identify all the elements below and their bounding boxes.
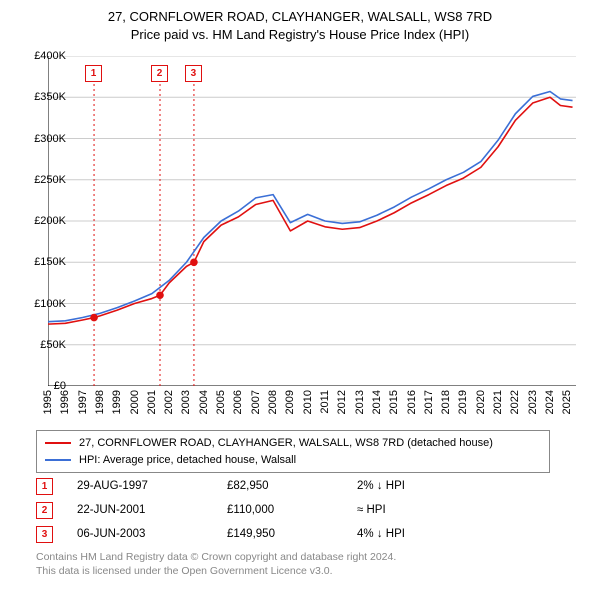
x-tick-label: 2011 — [319, 390, 331, 414]
y-tick-label: £200K — [16, 215, 66, 227]
tx-price: £149,950 — [227, 528, 357, 540]
x-tick-label: 2020 — [475, 390, 487, 414]
legend: 27, CORNFLOWER ROAD, CLAYHANGER, WALSALL… — [36, 430, 550, 473]
y-tick-label: £350K — [16, 91, 66, 103]
tx-price: £110,000 — [227, 504, 357, 516]
x-tick-label: 2024 — [544, 390, 556, 414]
legend-label-property: 27, CORNFLOWER ROAD, CLAYHANGER, WALSALL… — [79, 435, 493, 452]
x-tick-label: 2022 — [509, 390, 521, 414]
chart-title: 27, CORNFLOWER ROAD, CLAYHANGER, WALSALL… — [0, 0, 600, 43]
legend-item-property: 27, CORNFLOWER ROAD, CLAYHANGER, WALSALL… — [45, 435, 541, 452]
x-tick-label: 2023 — [527, 390, 539, 414]
y-tick-label: £50K — [16, 339, 66, 351]
tx-badge-3: 3 — [36, 526, 53, 543]
x-tick-label: 1995 — [42, 390, 54, 414]
legend-label-hpi: HPI: Average price, detached house, Wals… — [79, 452, 296, 469]
x-tick-label: 2000 — [129, 390, 141, 414]
y-tick-label: £300K — [16, 133, 66, 145]
table-row: 1 29-AUG-1997 £82,950 2% ↓ HPI — [36, 474, 457, 498]
tx-hpi: 2% ↓ HPI — [357, 480, 457, 492]
x-tick-label: 2001 — [146, 390, 158, 414]
plot-area — [48, 56, 576, 386]
x-tick-label: 2015 — [388, 390, 400, 414]
transaction-table: 1 29-AUG-1997 £82,950 2% ↓ HPI 2 22-JUN-… — [36, 474, 457, 546]
footer-attribution: Contains HM Land Registry data © Crown c… — [36, 550, 396, 578]
x-tick-label: 2019 — [457, 390, 469, 414]
tx-date: 06-JUN-2003 — [77, 528, 227, 540]
x-tick-label: 2009 — [284, 390, 296, 414]
transaction-flag: 1 — [85, 65, 102, 82]
transaction-flag: 3 — [185, 65, 202, 82]
tx-hpi: 4% ↓ HPI — [357, 528, 457, 540]
x-tick-label: 1996 — [59, 390, 71, 414]
y-tick-label: £250K — [16, 174, 66, 186]
y-tick-label: £100K — [16, 298, 66, 310]
x-tick-label: 2013 — [354, 390, 366, 414]
y-tick-label: £150K — [16, 256, 66, 268]
footer-line-2: This data is licensed under the Open Gov… — [36, 564, 396, 578]
tx-price: £82,950 — [227, 480, 357, 492]
x-tick-label: 2025 — [561, 390, 573, 414]
x-tick-label: 1998 — [94, 390, 106, 414]
legend-item-hpi: HPI: Average price, detached house, Wals… — [45, 452, 541, 469]
tx-date: 22-JUN-2001 — [77, 504, 227, 516]
x-tick-label: 2003 — [180, 390, 192, 414]
tx-badge-1: 1 — [36, 478, 53, 495]
chart-svg — [48, 56, 576, 386]
x-tick-label: 2006 — [232, 390, 244, 414]
title-line-2: Price paid vs. HM Land Registry's House … — [0, 26, 600, 44]
x-tick-label: 2012 — [336, 390, 348, 414]
x-tick-label: 2004 — [198, 390, 210, 414]
x-tick-label: 2017 — [423, 390, 435, 414]
legend-swatch-property — [45, 442, 71, 444]
footer-line-1: Contains HM Land Registry data © Crown c… — [36, 550, 396, 564]
legend-swatch-hpi — [45, 459, 71, 461]
chart-container: 27, CORNFLOWER ROAD, CLAYHANGER, WALSALL… — [0, 0, 600, 590]
y-tick-label: £400K — [16, 50, 66, 62]
x-tick-label: 2008 — [267, 390, 279, 414]
x-tick-label: 2018 — [440, 390, 452, 414]
x-tick-label: 2010 — [302, 390, 314, 414]
title-line-1: 27, CORNFLOWER ROAD, CLAYHANGER, WALSALL… — [0, 8, 600, 26]
x-tick-label: 2014 — [371, 390, 383, 414]
table-row: 2 22-JUN-2001 £110,000 ≈ HPI — [36, 498, 457, 522]
tx-date: 29-AUG-1997 — [77, 480, 227, 492]
tx-badge-2: 2 — [36, 502, 53, 519]
x-tick-label: 2016 — [406, 390, 418, 414]
x-tick-label: 2005 — [215, 390, 227, 414]
x-tick-label: 2021 — [492, 390, 504, 414]
x-tick-label: 1997 — [77, 390, 89, 414]
x-tick-label: 2002 — [163, 390, 175, 414]
tx-hpi: ≈ HPI — [357, 504, 457, 516]
table-row: 3 06-JUN-2003 £149,950 4% ↓ HPI — [36, 522, 457, 546]
transaction-flag: 2 — [151, 65, 168, 82]
x-tick-label: 1999 — [111, 390, 123, 414]
x-tick-label: 2007 — [250, 390, 262, 414]
